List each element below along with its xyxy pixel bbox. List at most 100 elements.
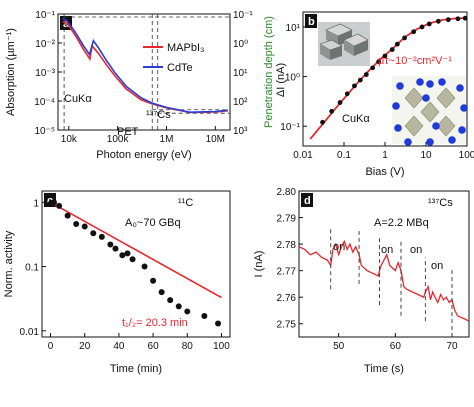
- y-tick-label: 10⁰: [285, 73, 300, 84]
- data-point: [184, 308, 191, 315]
- y-tick-label: 2.76: [277, 293, 297, 304]
- panel-c-series: [47, 199, 222, 327]
- crystal-photo: [318, 22, 370, 66]
- panel-a-series-lines: [62, 17, 228, 114]
- lattice-atom: [416, 78, 424, 86]
- data-point: [107, 241, 114, 248]
- panel-d-series: [298, 239, 470, 322]
- data-point: [129, 256, 136, 263]
- lattice-atom: [394, 124, 402, 132]
- panel-b: b Bias (V) ΔI (nA) 0.01 0.1 1 10 100 10⁻¹ 10⁰ 1…: [275, 11, 474, 178]
- y-tick-label: 10⁻³: [35, 68, 55, 79]
- lattice-atom: [432, 122, 440, 130]
- legend-label-mapbi3: MAPbI₃: [167, 42, 205, 54]
- y-tick-label: 10⁻²: [35, 39, 55, 50]
- x-tick-label: 10: [420, 150, 432, 161]
- x-tick-label: 70: [446, 341, 458, 352]
- lattice-atom: [438, 78, 446, 86]
- x-tick-label: 10M: [206, 134, 225, 145]
- x-tick-label: 50: [333, 341, 345, 352]
- data-point: [344, 91, 350, 97]
- data-point: [376, 59, 382, 65]
- panel-b-series: [309, 15, 468, 140]
- data-point: [81, 223, 88, 230]
- data-point: [462, 15, 468, 21]
- panel-b-ticks: 0.01 0.1 1 10 100 10⁻¹ 10⁰ 10¹: [280, 23, 474, 161]
- y-right-tick-label: 10³: [233, 126, 248, 137]
- panel-a-ylabel: Absorption (µm⁻¹): [5, 28, 17, 116]
- data-point: [56, 202, 63, 209]
- data-point: [389, 47, 395, 52]
- lattice-atom: [396, 82, 404, 90]
- y-tick-label: 0.01: [20, 327, 40, 338]
- lattice-atom: [460, 104, 468, 112]
- series-line-1: [62, 17, 228, 114]
- annotation-halflife: t₁/₂= 20.3 min: [122, 317, 188, 329]
- panel-a-letter: a: [63, 18, 70, 30]
- data-point: [150, 277, 157, 284]
- annotation-c11: ¹¹C: [178, 197, 193, 209]
- panel-d-xlabel: Time (s): [364, 363, 404, 375]
- annotation-on-2: on: [381, 244, 393, 256]
- fit-line: [50, 201, 222, 299]
- legend-label-cdte: CdTe: [167, 62, 193, 74]
- panel-a-xlabel: Photon energy (eV): [96, 149, 191, 161]
- panel-d-on-markers: [330, 228, 453, 337]
- data-point: [215, 320, 222, 327]
- x-tick-label: 100k: [107, 134, 130, 145]
- y-tick-label: 10⁻¹: [280, 122, 300, 133]
- data-point: [201, 312, 208, 319]
- annotation-on-4: on: [431, 260, 443, 272]
- panel-a-ticks: 10k 100k 1M 10M 10⁻⁵ 10³ 10⁻⁴ 10² 10⁻³ 10¹ 10⁻² 10⁰…: [34, 10, 253, 145]
- data-point: [435, 18, 441, 24]
- perovskite-lattice-illustration: [392, 76, 468, 146]
- lattice-atom: [448, 136, 456, 144]
- y-tick-label: 2.79: [277, 214, 297, 225]
- y-tick-label: 0.1: [25, 263, 39, 274]
- data-point: [411, 29, 417, 35]
- panel-d-letter-bg: [301, 193, 313, 207]
- panel-c-ticks: 0 20 40 60 80 100 0.01 0.1 1: [20, 198, 231, 352]
- lattice-octahedron: [420, 101, 440, 123]
- panel-c-ylabel: Norm. activity: [3, 230, 15, 297]
- x-tick-label: 100: [213, 341, 230, 352]
- lattice-atom: [426, 138, 434, 146]
- x-tick-label: 0.01: [293, 150, 313, 161]
- y-tick-label: 10¹: [286, 23, 301, 34]
- data-point: [445, 17, 451, 23]
- data-point: [382, 53, 388, 59]
- x-tick-label: 80: [182, 341, 194, 352]
- y-tick-label: 2.78: [277, 240, 297, 251]
- data-point: [402, 35, 407, 41]
- lattice-atom: [426, 80, 434, 88]
- x-tick-label: 20: [79, 341, 91, 352]
- data-point: [370, 65, 376, 71]
- x-tick-label: 40: [113, 341, 125, 352]
- x-tick-label: 60: [390, 341, 402, 352]
- panel-d-ticks: 50 60 70 2.75 2.76 2.77 2.78 2.79 2.80: [277, 187, 458, 352]
- annotation-on-1: on: [333, 241, 345, 253]
- data-point: [64, 212, 71, 219]
- data-point: [320, 119, 325, 125]
- x-tick-label: 60: [148, 341, 160, 352]
- y-tick-label: 2.80: [277, 187, 297, 198]
- y-right-tick-label: 10⁰: [233, 39, 248, 50]
- y-right-tick-label: 10¹: [233, 68, 248, 79]
- panel-b-xlabel: Bias (V): [365, 166, 404, 178]
- panel-d-ylabel: I (nA): [253, 251, 265, 278]
- lattice-octahedron: [436, 115, 456, 137]
- lattice-atom: [392, 102, 400, 110]
- annotation-mutau: μτ~10⁻²cm²V⁻¹: [378, 55, 452, 67]
- current-trace: [298, 239, 470, 322]
- data-point: [50, 199, 57, 206]
- lattice-atom: [456, 84, 464, 92]
- annotation-pet: PET: [117, 126, 139, 138]
- annotation-activity: A=2.2 MBq: [374, 217, 429, 229]
- panel-b-letter: b: [308, 16, 315, 28]
- data-point: [119, 252, 126, 259]
- x-tick-label: 10k: [61, 134, 78, 145]
- data-point: [141, 263, 148, 270]
- annotation-cs137-a: ¹³⁷Cs: [146, 109, 171, 121]
- data-point: [124, 250, 131, 257]
